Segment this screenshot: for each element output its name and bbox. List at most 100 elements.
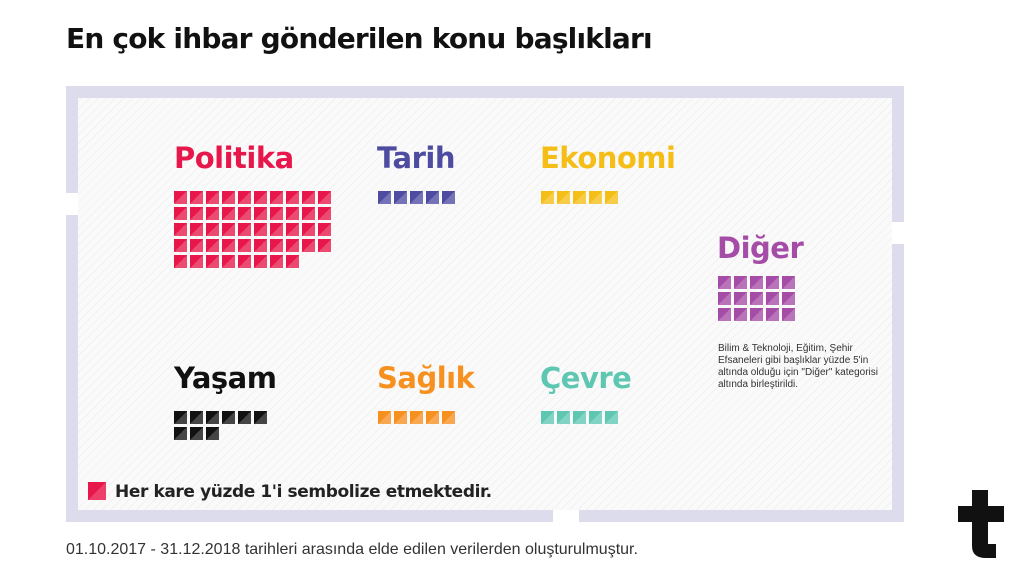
waffle-square: [238, 207, 251, 220]
waffle-square: [750, 276, 763, 289]
waffle-square: [750, 292, 763, 305]
waffle-square: [589, 191, 602, 204]
waffle-square: [557, 411, 570, 424]
waffle-square: [426, 411, 439, 424]
waffle-square: [190, 427, 203, 440]
waffle-square: [222, 239, 235, 252]
waffle-square: [270, 207, 283, 220]
waffle-square: [734, 308, 747, 321]
chart-title: En çok ihbar gönderilen konu başlıkları: [66, 22, 653, 55]
waffle-square: [174, 255, 187, 268]
waffle-square: [734, 276, 747, 289]
waffle-square: [254, 255, 267, 268]
category-label-yasam: Yaşam: [174, 361, 277, 395]
waffle-square: [442, 411, 455, 424]
waffle-square: [206, 223, 219, 236]
other-category-note: Bilim & Teknoloji, Eğitim, Şehir Efsanel…: [718, 343, 878, 390]
teyit-logo-icon: [958, 490, 1004, 558]
waffle-square: [206, 239, 219, 252]
waffle-square: [222, 207, 235, 220]
waffle-square: [573, 411, 586, 424]
waffle-square: [238, 223, 251, 236]
waffle-square: [206, 255, 219, 268]
waffle-square: [766, 276, 779, 289]
waffle-square: [318, 239, 331, 252]
frame-notch-bottom: [553, 510, 579, 522]
source-note: 01.10.2017 - 31.12.2018 tarihleri arasın…: [66, 541, 638, 558]
waffle-square: [254, 223, 267, 236]
waffle-square: [541, 411, 554, 424]
waffle-square: [206, 191, 219, 204]
waffle-square: [734, 292, 747, 305]
waffle-square: [573, 191, 586, 204]
waffle-square: [302, 207, 315, 220]
waffle-square: [410, 411, 423, 424]
waffle-square: [174, 223, 187, 236]
waffle-square: [174, 207, 187, 220]
waffle-square: [254, 239, 267, 252]
waffle-square: [270, 239, 283, 252]
waffle-square: [378, 411, 391, 424]
waffle-square: [254, 207, 267, 220]
waffle-square: [394, 191, 407, 204]
waffle-square: [318, 207, 331, 220]
waffle-square: [718, 308, 731, 321]
legend-square-icon: [88, 482, 106, 500]
waffle-square: [286, 239, 299, 252]
waffle-square: [238, 411, 251, 424]
legend-text: Her kare yüzde 1'i sembolize etmektedir.: [115, 482, 492, 502]
waffle-square: [190, 411, 203, 424]
waffle-square: [442, 191, 455, 204]
category-label-ekonomi: Ekonomi: [540, 141, 676, 175]
waffle-square: [238, 255, 251, 268]
waffle-square: [718, 276, 731, 289]
waffle-square: [222, 191, 235, 204]
waffle-square: [254, 411, 267, 424]
waffle-square: [286, 223, 299, 236]
waffle-square: [589, 411, 602, 424]
waffle-square: [190, 239, 203, 252]
waffle-square: [782, 308, 795, 321]
waffle-square: [302, 239, 315, 252]
waffle-square: [190, 191, 203, 204]
waffle-square: [782, 276, 795, 289]
waffle-square: [318, 191, 331, 204]
waffle-square: [605, 191, 618, 204]
frame-notch-left: [66, 193, 78, 215]
waffle-square: [318, 223, 331, 236]
waffle-square: [190, 255, 203, 268]
waffle-square: [541, 191, 554, 204]
waffle-square: [286, 207, 299, 220]
category-label-cevre: Çevre: [540, 361, 632, 395]
category-label-tarih: Tarih: [377, 141, 456, 175]
waffle-square: [286, 191, 299, 204]
waffle-square: [302, 223, 315, 236]
waffle-square: [270, 223, 283, 236]
waffle-square: [557, 191, 570, 204]
waffle-square: [410, 191, 423, 204]
waffle-square: [270, 255, 283, 268]
waffle-square: [174, 411, 187, 424]
waffle-square: [394, 411, 407, 424]
category-label-diger: Diğer: [717, 231, 804, 265]
waffle-square: [718, 292, 731, 305]
waffle-square: [782, 292, 795, 305]
waffle-square: [174, 427, 187, 440]
waffle-square: [206, 207, 219, 220]
waffle-square: [286, 255, 299, 268]
waffle-square: [222, 223, 235, 236]
waffle-square: [190, 223, 203, 236]
waffle-square: [254, 191, 267, 204]
category-label-saglik: Sağlık: [377, 361, 475, 395]
waffle-square: [302, 191, 315, 204]
waffle-square: [766, 308, 779, 321]
waffle-square: [206, 411, 219, 424]
waffle-square: [238, 239, 251, 252]
waffle-square: [270, 191, 283, 204]
waffle-square: [222, 411, 235, 424]
waffle-square: [238, 191, 251, 204]
waffle-square: [378, 191, 391, 204]
waffle-square: [206, 427, 219, 440]
waffle-square: [605, 411, 618, 424]
waffle-square: [190, 207, 203, 220]
